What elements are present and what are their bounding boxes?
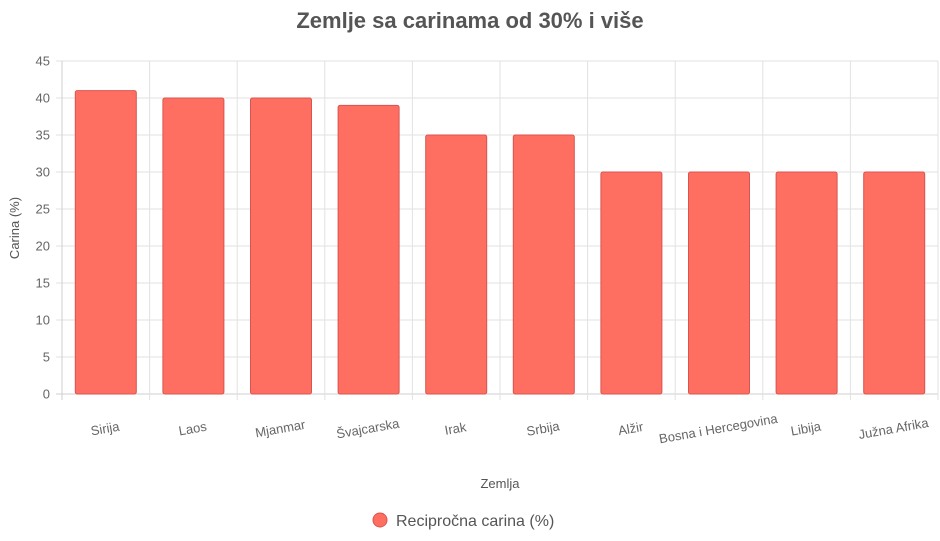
- x-tick-label: Sirija: [89, 419, 121, 439]
- y-tick-label: 0: [43, 387, 50, 402]
- y-tick-label: 10: [36, 313, 50, 328]
- bar[interactable]: [250, 97, 312, 395]
- x-tick-label: Libija: [790, 418, 823, 438]
- bars: [74, 90, 926, 395]
- bar[interactable]: [74, 90, 137, 395]
- bar[interactable]: [337, 104, 400, 395]
- legend-label[interactable]: Recipročna carina (%): [396, 513, 554, 530]
- x-tick-label: Bosna i Hercegovina: [658, 411, 779, 447]
- chart-title: Zemlje sa carinama od 30% i više: [296, 8, 643, 33]
- y-tick-label: 20: [36, 239, 50, 254]
- bar[interactable]: [863, 171, 926, 395]
- y-tick-label: 30: [36, 165, 50, 180]
- x-tick-label: Laos: [177, 419, 208, 439]
- y-tick-label: 35: [36, 128, 50, 143]
- y-tick-label: 40: [36, 91, 50, 106]
- bar[interactable]: [162, 97, 225, 395]
- x-tick-label: Srbija: [525, 418, 561, 439]
- x-axis-ticks: Sirija Laos Mjanmar Švajcarska Irak Srbija Alž…: [89, 411, 930, 447]
- bar[interactable]: [425, 134, 488, 395]
- bar[interactable]: [600, 171, 663, 395]
- x-tick-label: Južna Afrika: [857, 415, 930, 442]
- x-tick-label: Švajcarska: [335, 416, 401, 442]
- x-axis-label: Zemlja: [480, 476, 520, 491]
- y-axis-label: Carina (%): [7, 197, 22, 259]
- x-tick-label: Alžir: [617, 419, 645, 438]
- y-tick-label: 25: [36, 202, 50, 217]
- y-tick-label: 45: [36, 54, 50, 69]
- bar[interactable]: [688, 171, 750, 395]
- y-tick-label: 15: [36, 276, 50, 291]
- x-tick-label: Irak: [443, 419, 467, 438]
- legend[interactable]: Recipročna carina (%): [372, 512, 554, 530]
- legend-swatch[interactable]: [372, 512, 388, 528]
- x-tick-label: Mjanmar: [254, 417, 307, 441]
- bar[interactable]: [775, 171, 838, 395]
- bar[interactable]: [512, 134, 575, 395]
- y-axis-ticks: 0 5 10 15 20 25 30 35 40 45: [36, 54, 50, 402]
- y-tick-label: 5: [43, 350, 50, 365]
